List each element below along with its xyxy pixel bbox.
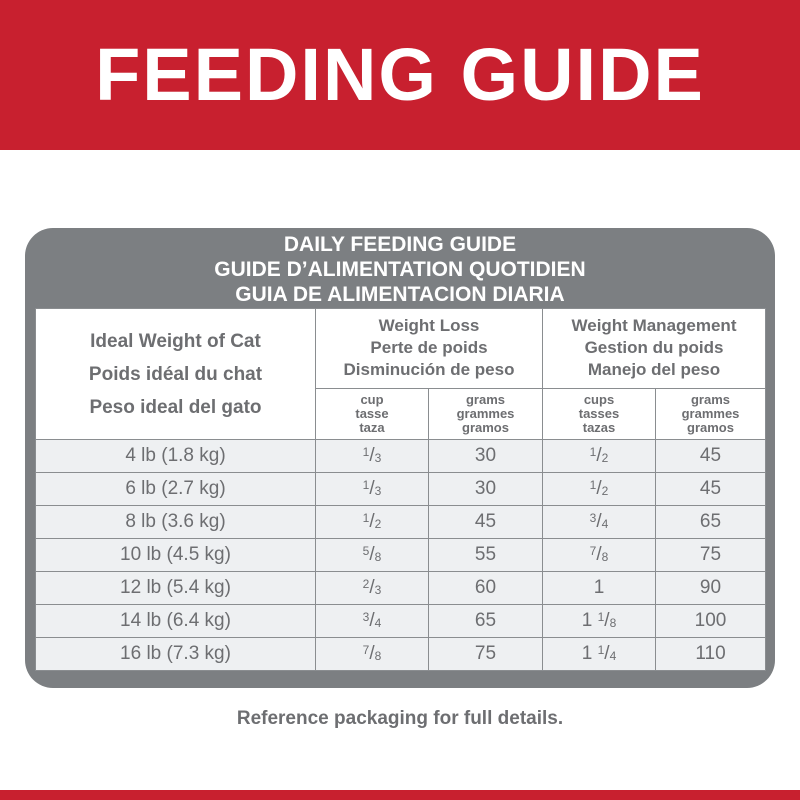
header-banner: FEEDING GUIDE xyxy=(0,0,800,150)
weight-cell: 14 lb (6.4 kg) xyxy=(35,604,316,638)
weight-header-line: Poids idéal du chat xyxy=(88,363,263,385)
weight-header-line: Ideal Weight of Cat xyxy=(90,330,261,352)
feeding-table: Ideal Weight of Cat Poids idéal du chat Pe… xyxy=(35,308,766,671)
amount-cell: 1/2 xyxy=(315,505,429,539)
amount-cell: 1 1/8 xyxy=(542,604,656,638)
group-header-line: Disminución de peso xyxy=(343,360,515,380)
amount-cell: 90 xyxy=(655,571,766,605)
amount-cell: 1/2 xyxy=(542,439,656,473)
data-row: 8 lb (3.6 kg) 1/2 45 3/4 65 xyxy=(35,505,766,539)
amount-cell: 45 xyxy=(428,505,543,539)
amount-cell: 65 xyxy=(655,505,766,539)
unit-line: tasses xyxy=(578,405,620,421)
unit-header: grams grammes gramos xyxy=(428,387,543,441)
data-row: 12 lb (5.4 kg) 2/3 60 1 90 xyxy=(35,571,766,605)
amount-cell: 1/3 xyxy=(315,439,429,473)
unit-line: gramos xyxy=(687,419,734,435)
page-title: FEEDING GUIDE xyxy=(95,33,705,116)
amount-cell: 1/2 xyxy=(542,472,656,506)
weight-cell: 12 lb (5.4 kg) xyxy=(35,571,316,605)
amount-cell: 1/3 xyxy=(315,472,429,506)
weight-cell: 4 lb (1.8 kg) xyxy=(35,439,316,473)
weight-cell: 8 lb (3.6 kg) xyxy=(35,505,316,539)
unit-line: grams xyxy=(690,391,731,407)
group-header: Weight Loss Perte de poids Disminución de … xyxy=(315,308,543,389)
guide-title: GUIDE D’ALIMENTATION QUOTIDIEN xyxy=(214,258,586,281)
amount-cell: 55 xyxy=(428,538,543,572)
unit-header: cup tasse taza xyxy=(315,387,429,441)
amount-cell: 110 xyxy=(655,637,766,671)
unit-line: taza xyxy=(359,419,385,435)
unit-line: tazas xyxy=(582,419,616,435)
unit-header: grams grammes gramos xyxy=(655,387,766,441)
data-row: 16 lb (7.3 kg) 7/8 75 1 1/4 110 xyxy=(35,637,766,671)
guide-title: GUIA DE ALIMENTACION DIARIA xyxy=(235,283,565,306)
amount-cell: 30 xyxy=(428,439,543,473)
header-row: Ideal Weight of Cat Poids idéal du chat Pe… xyxy=(35,308,766,440)
amount-cell: 30 xyxy=(428,472,543,506)
data-row: 14 lb (6.4 kg) 3/4 65 1 1/8 100 xyxy=(35,604,766,638)
unit-header: cups tasses tazas xyxy=(542,387,656,441)
footer-note: Reference packaging for full details. xyxy=(236,708,564,729)
amount-cell: 1 xyxy=(542,571,656,605)
amount-cell: 5/8 xyxy=(315,538,429,572)
amount-cell: 7/8 xyxy=(542,538,656,572)
amount-cell: 3/4 xyxy=(542,505,656,539)
guide-title: DAILY FEEDING GUIDE xyxy=(283,233,517,256)
weight-cell: 6 lb (2.7 kg) xyxy=(35,472,316,506)
unit-line: gramos xyxy=(462,419,509,435)
amount-cell: 65 xyxy=(428,604,543,638)
unit-line: cups xyxy=(583,391,615,407)
amount-cell: 45 xyxy=(655,439,766,473)
weight-header-line: Peso ideal del gato xyxy=(89,396,262,418)
group-header-line: Manejo del peso xyxy=(587,360,721,380)
data-row: 10 lb (4.5 kg) 5/8 55 7/8 75 xyxy=(35,538,766,572)
amount-cell: 3/4 xyxy=(315,604,429,638)
unit-line: cup xyxy=(360,391,384,407)
footer-bar xyxy=(0,790,800,800)
group-header-line: Gestion du poids xyxy=(584,338,724,358)
amount-cell: 45 xyxy=(655,472,766,506)
amount-cell: 1 1/4 xyxy=(542,637,656,671)
amount-cell: 7/8 xyxy=(315,637,429,671)
group-header-line: Weight Loss xyxy=(378,316,480,336)
amount-cell: 100 xyxy=(655,604,766,638)
amount-cell: 60 xyxy=(428,571,543,605)
unit-row: cup tasse taza grams grammes gramos cups tasses… xyxy=(36,387,766,441)
guide-panel: DAILY FEEDING GUIDE GUIDE D’ALIMENTATION … xyxy=(25,228,775,688)
weight-cell: 10 lb (4.5 kg) xyxy=(35,538,316,572)
group-header: Weight Management Gestion du poids Manejo … xyxy=(542,308,766,389)
amount-cell: 75 xyxy=(655,538,766,572)
weight-cell: 16 lb (7.3 kg) xyxy=(35,637,316,671)
group-header-line: Perte de poids xyxy=(370,338,488,358)
unit-line: grams xyxy=(465,391,506,407)
guide-titles: DAILY FEEDING GUIDE GUIDE D’ALIMENTATION … xyxy=(25,232,775,307)
group-header-line: Weight Management xyxy=(571,316,737,336)
data-row: 6 lb (2.7 kg) 1/3 30 1/2 45 xyxy=(35,472,766,506)
weight-header: Ideal Weight of Cat Poids idéal du chat Pe… xyxy=(35,308,316,440)
unit-line: grammes xyxy=(681,405,740,421)
unit-line: tasse xyxy=(355,405,389,421)
data-row: 4 lb (1.8 kg) 1/3 30 1/2 45 xyxy=(35,439,766,473)
amount-cell: 75 xyxy=(428,637,543,671)
unit-line: grammes xyxy=(456,405,515,421)
amount-cell: 2/3 xyxy=(315,571,429,605)
